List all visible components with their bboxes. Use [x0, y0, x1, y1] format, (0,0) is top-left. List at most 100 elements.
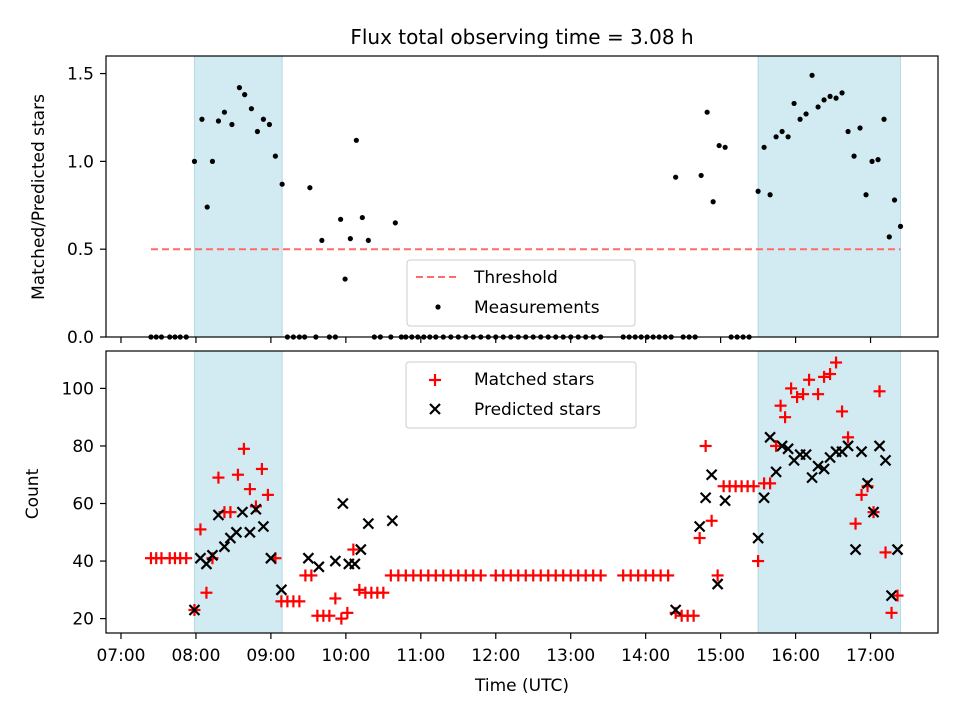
legend-threshold-label: Threshold: [473, 268, 558, 288]
bottom-y-tick-label: 80: [72, 437, 94, 457]
matched-star-point: [693, 532, 706, 545]
measurement-point: [809, 72, 815, 78]
predicted-star-point: [699, 491, 712, 504]
measurement-point: [891, 197, 898, 203]
measurement-point: [710, 199, 716, 205]
predicted-marker-b: [806, 471, 818, 484]
predicted-star-point: [855, 445, 868, 458]
measurement-point: [347, 236, 353, 242]
matched-star-point: [891, 589, 904, 602]
measurement-point: [755, 188, 761, 194]
predicted-star-point: [806, 471, 818, 484]
predicted-marker-b: [212, 509, 225, 521]
predicted-marker-b: [313, 561, 325, 573]
measurement-point: [266, 121, 273, 128]
predicted-marker-b: [861, 477, 874, 490]
matched-star-point: [194, 523, 207, 536]
predicted-star-point: [782, 443, 794, 455]
x-tick-label: 14:00: [621, 646, 670, 666]
predicted-star-point: [861, 477, 874, 490]
x-tick-label: 11:00: [396, 646, 445, 666]
predicted-marker-b: [812, 460, 824, 472]
matched-star-point: [849, 517, 862, 530]
measurement-point: [815, 104, 821, 110]
matched-star-point: [662, 569, 675, 582]
predicted-marker-b: [867, 506, 880, 518]
bottom-observing-windows: [193, 350, 902, 634]
measurement-point: [863, 192, 869, 198]
x-tick-label: 07:00: [96, 646, 145, 666]
matched-star-point: [212, 471, 225, 484]
matched-star-point: [770, 439, 783, 452]
measurement-point: [342, 276, 348, 282]
x-tick-label: 13:00: [546, 646, 595, 666]
predicted-marker-b: [873, 440, 886, 452]
predicted-star-point: [236, 506, 249, 518]
matched-star-point: [261, 488, 274, 501]
measurement-point: [392, 220, 398, 226]
predicted-star-point: [842, 440, 854, 452]
matched-star-point: [785, 382, 798, 395]
predicted-star-point: [885, 589, 898, 602]
measurement-point: [761, 144, 767, 150]
predicted-marker-b: [349, 558, 361, 570]
matched-star-point: [711, 569, 724, 582]
predicted-star-point: [669, 604, 682, 616]
matched-star-point: [797, 388, 810, 401]
top-legend-box: [406, 259, 636, 327]
matched-star-point: [855, 488, 868, 501]
measurement-point: [272, 153, 278, 159]
x-tick-label: 12:00: [471, 646, 520, 666]
predicted-marker-b: [257, 520, 270, 533]
matched-star-point: [255, 462, 268, 475]
bottom-panel: 20 40 60 80 100 07:00 08:00 09:00 10:00 11:00 12:…: [23, 350, 939, 696]
measurement-point: [886, 234, 892, 240]
predicted-marker-b: [337, 497, 349, 510]
predicted-star-point: [776, 440, 788, 452]
bottom-x-axis-ticks: 07:00 08:00 09:00 10:00 11:00 12:00 13:00 14:00…: [96, 633, 895, 666]
predicted-star-point: [206, 549, 219, 562]
x-tick-label: 09:00: [246, 646, 295, 666]
predicted-star-point: [800, 448, 812, 461]
measurement-point: [791, 100, 797, 107]
measurement-point: [236, 85, 243, 91]
matched-star-point: [329, 592, 342, 605]
top-y-axis-label: Matched/Predicted stars: [29, 94, 49, 300]
matched-star-point: [824, 368, 837, 381]
observing-window-band: [193, 55, 283, 338]
top-y-tick-label: 1.5: [67, 65, 94, 85]
predicted-marker-b: [362, 517, 375, 530]
predicted-marker-b: [218, 540, 231, 553]
bottom-legend: Matched stars Predicted stars: [405, 361, 637, 429]
predicted-star-points: [188, 431, 904, 616]
predicted-marker-b: [194, 552, 207, 564]
matched-star-point: [818, 370, 831, 383]
bottom-y-tick-label: 60: [72, 495, 94, 515]
bottom-legend-box: [405, 361, 637, 429]
predicted-star-point: [230, 526, 243, 539]
predicted-star-point: [200, 558, 213, 570]
x-tick-label: 15:00: [696, 646, 745, 666]
measurement-point: [821, 97, 827, 103]
predicted-star-point: [849, 543, 862, 556]
matched-star-point: [224, 506, 237, 519]
observing-window-band: [757, 350, 902, 634]
x-tick-label: 16:00: [771, 646, 820, 666]
measurement-point: [229, 121, 235, 128]
predicted-star-point: [764, 431, 776, 444]
predicted-marker-b: [764, 431, 776, 444]
predicted-marker-b: [244, 526, 256, 539]
predicted-star-point: [711, 578, 724, 590]
predicted-star-point: [386, 514, 399, 527]
matched-star-point: [830, 356, 843, 369]
predicted-marker-b: [879, 454, 892, 467]
predicted-star-point: [879, 454, 892, 467]
predicted-marker-b: [250, 503, 262, 516]
predicted-star-point: [758, 491, 770, 504]
predicted-marker-b: [188, 604, 201, 616]
legend-predicted-swatch: [429, 403, 441, 415]
predicted-star-point: [337, 497, 349, 510]
matched-star-point: [305, 569, 318, 582]
measurement-point: [365, 237, 371, 244]
measurement-point: [242, 92, 248, 98]
